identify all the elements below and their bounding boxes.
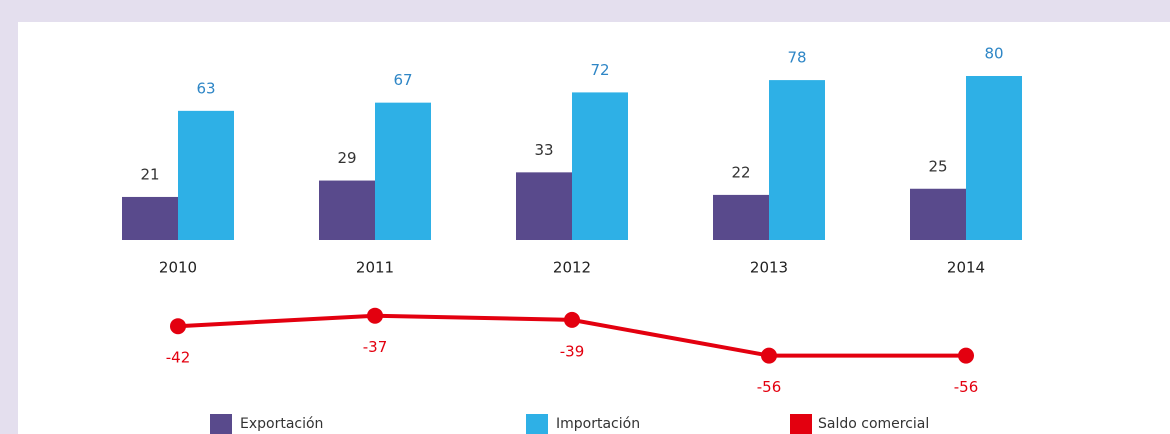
bar — [769, 80, 825, 240]
bar — [572, 92, 628, 241]
point — [958, 347, 974, 364]
bar — [178, 110, 234, 240]
data-label: -42 — [166, 349, 191, 367]
legend-swatch — [526, 414, 548, 434]
x-tick-label: 2012 — [553, 259, 591, 277]
data-label: -37 — [363, 338, 388, 356]
legend-label: Saldo comercial — [818, 416, 929, 432]
point — [564, 311, 580, 328]
data-label: 67 — [393, 71, 412, 89]
bar — [713, 194, 769, 240]
data-label: -39 — [560, 342, 585, 360]
data-label: 63 — [196, 79, 215, 97]
data-label: 78 — [787, 49, 806, 67]
bar — [375, 102, 431, 241]
x-tick-label: 2014 — [947, 259, 985, 277]
bar — [122, 196, 178, 240]
data-label: 22 — [731, 163, 750, 181]
point — [761, 347, 777, 364]
data-label: -56 — [954, 378, 979, 396]
x-tick-label: 2011 — [356, 259, 394, 277]
legend-label: Importación — [556, 416, 640, 432]
point — [367, 307, 383, 324]
legend-label: Exportación — [240, 416, 323, 432]
x-tick-label: 2010 — [159, 259, 197, 277]
bar — [966, 76, 1022, 240]
bar — [516, 172, 572, 240]
data-label: 21 — [140, 165, 159, 183]
data-label: 25 — [928, 157, 947, 175]
point — [170, 318, 186, 335]
data-label: 33 — [534, 141, 553, 159]
legend-swatch — [210, 414, 232, 434]
data-label: 29 — [337, 149, 356, 167]
bar — [910, 188, 966, 240]
data-label: 72 — [590, 61, 609, 79]
data-label: 80 — [984, 45, 1003, 63]
data-label: -56 — [757, 378, 782, 396]
bar — [319, 180, 375, 240]
legend-swatch — [790, 414, 812, 434]
x-tick-label: 2013 — [750, 259, 788, 277]
